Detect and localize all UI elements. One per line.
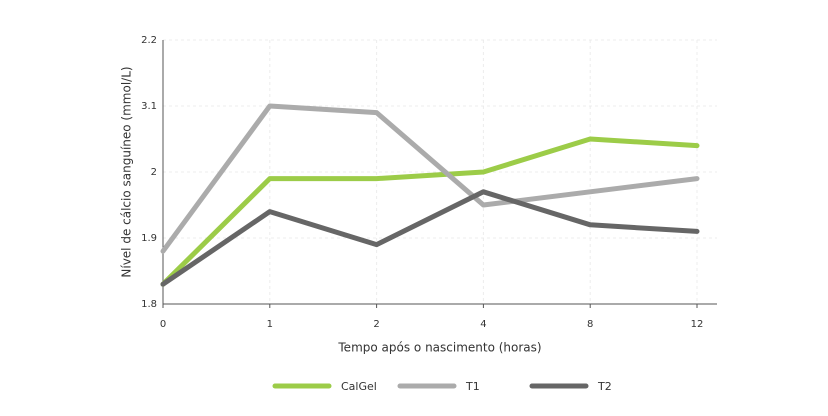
- y-tick-label: 1.8: [141, 299, 157, 310]
- line-series: [160, 189, 700, 287]
- x-tick-label: 8: [587, 319, 593, 330]
- y-tick-label: 2.2: [141, 35, 157, 46]
- y-tick-label: 1.9: [141, 233, 157, 244]
- x-tick-label: 2: [373, 319, 379, 330]
- legend-label: T1: [465, 380, 480, 393]
- y-axis-title: Nível de cálcio sanguíneo (mmol/L): [120, 66, 134, 277]
- x-tick-label: 12: [691, 319, 704, 330]
- x-tick-label: 4: [480, 319, 486, 330]
- x-tick-label: 0: [160, 319, 166, 330]
- x-axis-title: Tempo após o nascimento (horas): [337, 341, 541, 355]
- x-tick-label: 1: [267, 319, 273, 330]
- line-series: [160, 136, 700, 287]
- y-tick-label: 2: [151, 167, 157, 178]
- y-tick-label: 3.1: [141, 101, 157, 112]
- legend-label: CalGel: [341, 380, 377, 393]
- legend-label: T2: [597, 380, 612, 393]
- line-series: [160, 103, 700, 254]
